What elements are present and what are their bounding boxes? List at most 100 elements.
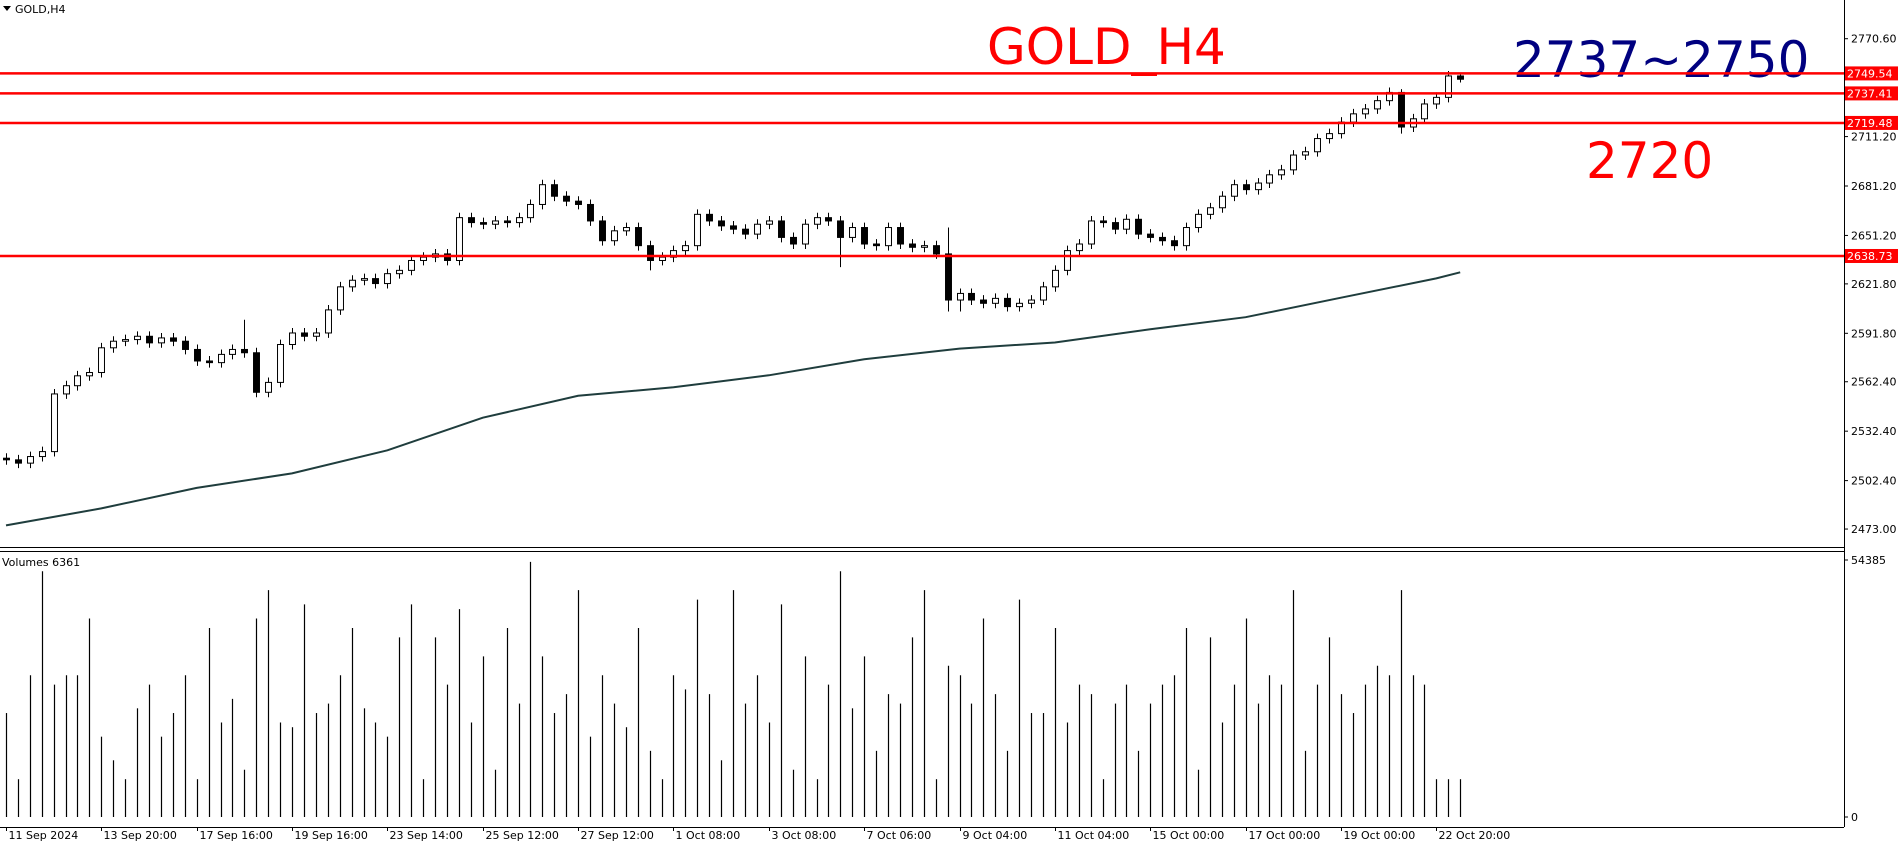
- level-label-box: [1845, 66, 1898, 81]
- candle-body: [718, 220, 725, 227]
- candle-body: [1123, 218, 1130, 230]
- volume-title: Volumes 6361: [2, 556, 80, 569]
- candle-body: [682, 245, 689, 252]
- x-tick-label: 1 Oct 08:00: [676, 829, 741, 842]
- candle-body: [277, 344, 284, 383]
- y-tick-label: 2502.40: [1851, 475, 1897, 488]
- candle-body: [694, 213, 701, 247]
- candle-body: [39, 451, 46, 458]
- candle-body: [492, 220, 499, 225]
- candle-body: [1457, 75, 1464, 80]
- x-tick-label: 25 Sep 12:00: [486, 829, 559, 842]
- candle-body: [361, 278, 368, 281]
- symbol-menu-icon[interactable]: [3, 6, 11, 11]
- candle-body: [742, 228, 749, 235]
- candle-body: [730, 225, 737, 230]
- x-tick-label: 22 Oct 20:00: [1439, 829, 1511, 842]
- candle-body: [384, 273, 391, 285]
- candle-body: [861, 227, 868, 245]
- candle-body: [325, 309, 332, 334]
- annotation: GOLD_H4: [987, 18, 1226, 76]
- candle-body: [1302, 151, 1309, 156]
- candle-body: [194, 348, 201, 362]
- candle-body: [122, 339, 129, 342]
- candle-body: [647, 245, 654, 261]
- candle-body: [1266, 174, 1273, 184]
- candle-body: [527, 203, 534, 219]
- candle-body: [1350, 113, 1357, 123]
- candle-body: [539, 184, 546, 205]
- x-tick-label: 19 Sep 16:00: [295, 829, 368, 842]
- candle-body: [158, 337, 165, 344]
- candle-body: [170, 337, 177, 342]
- candle-body: [1159, 236, 1166, 242]
- candle-body: [635, 227, 642, 247]
- y-tick-label: 2651.20: [1851, 229, 1897, 242]
- candle-body: [921, 245, 928, 248]
- candle-body: [15, 459, 22, 464]
- y-tick-label: 2621.80: [1851, 278, 1897, 291]
- candle-body: [933, 245, 940, 255]
- candle-body: [27, 456, 34, 464]
- candle-body: [1219, 195, 1226, 209]
- level-label: 2638.73: [1847, 250, 1893, 263]
- candle-body: [623, 227, 630, 232]
- y-tick-label: 2532.40: [1851, 425, 1897, 438]
- x-tick-label: 19 Oct 00:00: [1344, 829, 1416, 842]
- candle-body: [516, 217, 523, 224]
- candle-body: [1374, 100, 1381, 110]
- candle-body: [1076, 243, 1083, 252]
- candle-body: [1004, 297, 1011, 308]
- x-tick-label: 23 Sep 14:00: [390, 829, 463, 842]
- level-label-box: [1845, 86, 1898, 101]
- candle-body: [1088, 220, 1095, 245]
- candle-body: [396, 269, 403, 275]
- x-tick-label: 11 Oct 04:00: [1058, 829, 1130, 842]
- candle-body: [1362, 108, 1369, 115]
- candle-body: [551, 184, 558, 197]
- annotation: 2720: [1586, 132, 1713, 190]
- candle-body: [706, 213, 713, 222]
- candle-body: [456, 217, 463, 261]
- candle-body: [480, 222, 487, 225]
- candle-body: [968, 292, 975, 301]
- candle-body: [1278, 169, 1285, 176]
- candle-body: [873, 243, 880, 247]
- candle-body: [790, 236, 797, 245]
- candle-body: [289, 332, 296, 346]
- candle-body: [1147, 233, 1154, 238]
- candle-body: [146, 335, 153, 344]
- level-label-box: [1845, 115, 1898, 130]
- x-tick-label: 3 Oct 08:00: [772, 829, 837, 842]
- candle-body: [849, 227, 856, 238]
- candle-body: [1255, 182, 1262, 191]
- candle-body: [301, 332, 308, 337]
- candle-body: [51, 393, 58, 453]
- candle-body: [110, 340, 117, 349]
- y-tick-label: 0: [1851, 811, 1858, 824]
- candle-body: [957, 292, 964, 301]
- candle-body: [837, 220, 844, 238]
- candle-body: [1171, 240, 1178, 247]
- candle-body: [182, 340, 189, 350]
- candle-body: [1195, 213, 1202, 229]
- candle-body: [945, 253, 952, 301]
- candle-body: [408, 259, 415, 271]
- candle-body: [1445, 75, 1452, 98]
- candle-body: [1433, 96, 1440, 105]
- candle-body: [897, 227, 904, 245]
- candle-body: [1207, 207, 1214, 215]
- candle-body: [1231, 184, 1238, 197]
- candle-body: [1040, 286, 1047, 301]
- candle-body: [1326, 133, 1333, 140]
- candle-body: [218, 353, 225, 364]
- candle-body: [885, 227, 892, 247]
- candle-body: [337, 286, 344, 311]
- level-label: 2749.54: [1847, 67, 1893, 80]
- candle-body: [825, 217, 832, 222]
- candle-body: [1243, 184, 1250, 191]
- candle-body: [1112, 222, 1119, 230]
- candle-body: [563, 195, 570, 202]
